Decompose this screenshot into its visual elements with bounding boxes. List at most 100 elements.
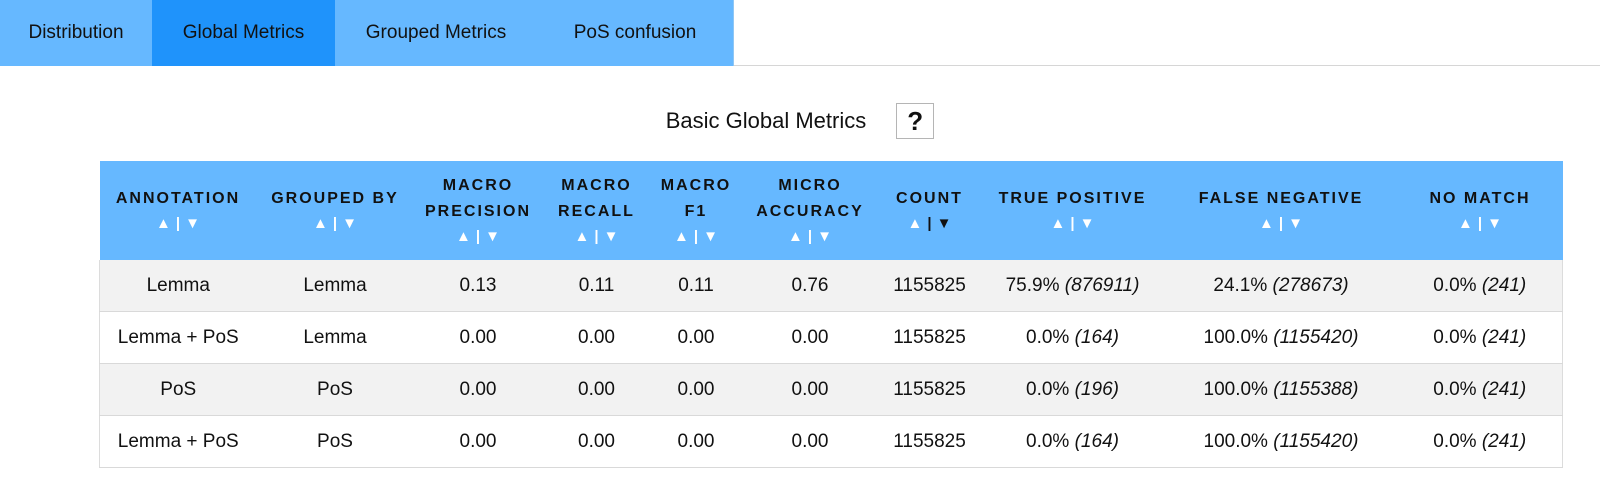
- column-header-false-negative: False negative ▲ | ▼: [1164, 161, 1398, 260]
- sort-separator: |: [693, 227, 699, 245]
- sort-ascending-icon[interactable]: ▲: [456, 227, 471, 245]
- sort-descending-icon[interactable]: ▼: [936, 214, 952, 232]
- sort-controls: ▲ | ▼: [985, 212, 1161, 236]
- section-title: Basic Global Metrics: [665, 108, 867, 133]
- cell-false-negative: 100.0% (1155420): [1164, 311, 1398, 364]
- sort-descending-icon[interactable]: ▼: [603, 227, 619, 245]
- cell-false-negative: 100.0% (1155388): [1164, 363, 1398, 416]
- sort-separator: |: [332, 214, 338, 232]
- cell-true-positive: 0.0% (196): [980, 363, 1165, 416]
- cell-macro-recall: 0.00: [542, 363, 651, 416]
- count-value: (1155388): [1273, 378, 1359, 400]
- count-value: (241): [1481, 274, 1527, 296]
- sort-ascending-icon[interactable]: ▲: [1259, 214, 1274, 232]
- cell-macro-f1: 0.00: [650, 311, 742, 364]
- cell-grouped-by: Lemma: [256, 260, 414, 312]
- cell-macro-recall: 0.00: [542, 311, 651, 364]
- sort-ascending-icon[interactable]: ▲: [1458, 214, 1473, 232]
- sort-ascending-icon[interactable]: ▲: [907, 214, 923, 232]
- cell-false-negative: 100.0% (1155420): [1164, 415, 1398, 468]
- sort-separator: |: [927, 214, 932, 232]
- percent-value: 75.9%: [1005, 274, 1060, 296]
- column-header-label: Grouped by: [271, 189, 399, 207]
- sort-descending-icon[interactable]: ▼: [1487, 214, 1502, 232]
- sort-ascending-icon[interactable]: ▲: [788, 227, 803, 245]
- cell-grouped-by: PoS: [256, 363, 414, 416]
- sort-descending-icon[interactable]: ▼: [1079, 214, 1095, 232]
- sort-separator: |: [175, 214, 181, 232]
- column-header-label: F1: [684, 202, 708, 220]
- tab-pos-confusion[interactable]: PoS confusion: [573, 22, 697, 43]
- column-header-label: Recall: [558, 202, 635, 220]
- cell-grouped-by: Lemma: [256, 311, 414, 364]
- tab-distribution[interactable]: Distribution: [28, 22, 124, 43]
- table-row: Lemma + PoS PoS 0.00 0.00 0.00 0.00 1155825 0.0…: [99, 415, 1563, 468]
- sort-ascending-icon[interactable]: ▲: [313, 214, 328, 232]
- percent-value: 0.0%: [1433, 274, 1477, 296]
- cell-micro-accuracy: 0.76: [741, 260, 879, 312]
- sort-controls: ▲ | ▼: [547, 225, 647, 249]
- sort-descending-icon[interactable]: ▼: [817, 227, 832, 245]
- sort-controls: ▲ | ▼: [104, 212, 253, 236]
- sort-descending-icon[interactable]: ▼: [185, 214, 200, 232]
- cell-count: 1155825: [878, 260, 981, 312]
- column-header-macro-recall: Macro Recall ▲ | ▼: [542, 161, 651, 260]
- cell-true-positive: 0.0% (164): [980, 415, 1165, 468]
- cell-true-positive: 0.0% (164): [980, 311, 1165, 364]
- count-value: (876911): [1064, 274, 1140, 296]
- percent-value: 0.0%: [1433, 378, 1477, 400]
- sort-ascending-icon[interactable]: ▲: [156, 214, 171, 232]
- sort-controls: ▲ | ▼: [1169, 212, 1394, 236]
- count-value: (164): [1074, 326, 1119, 348]
- count-value: (1155420): [1273, 326, 1359, 348]
- sort-controls: ▲ | ▼: [418, 225, 539, 249]
- percent-value: 0.0%: [1026, 378, 1070, 400]
- help-button[interactable]: ?: [896, 103, 935, 139]
- column-header-label: Accuracy: [756, 202, 864, 220]
- tab-global-metrics[interactable]: Global Metrics: [152, 0, 335, 66]
- column-header-label: Macro: [561, 176, 632, 194]
- column-header-grouped-by: Grouped by ▲ | ▼: [256, 161, 414, 260]
- cell-true-positive: 75.9% (876911): [980, 260, 1165, 312]
- count-value: (278673): [1272, 274, 1349, 296]
- cell-micro-accuracy: 0.00: [741, 311, 879, 364]
- sort-separator: |: [475, 227, 481, 245]
- table-row: Lemma + PoS Lemma 0.00 0.00 0.00 0.00 1155825 0…: [99, 311, 1563, 364]
- cell-count: 1155825: [878, 363, 981, 416]
- cell-macro-f1: 0.00: [650, 415, 742, 468]
- cell-macro-precision: 0.00: [413, 363, 543, 416]
- column-header-label: Micro: [778, 176, 842, 194]
- column-header-label: Macro: [660, 176, 732, 194]
- table-body: Lemma Lemma 0.13 0.11 0.11 0.76 1155825 75.9% (…: [99, 260, 1563, 468]
- table-row: PoS PoS 0.00 0.00 0.00 0.00 1155825 0.0% (196) 1…: [99, 363, 1563, 416]
- table-header-row: Annotation ▲ | ▼ Grouped by ▲ | ▼ Macro Precision…: [99, 161, 1563, 260]
- count-value: (196): [1074, 378, 1119, 400]
- sort-ascending-icon[interactable]: ▲: [674, 227, 689, 245]
- column-header-label: False negative: [1198, 189, 1364, 207]
- sort-descending-icon[interactable]: ▼: [1288, 214, 1303, 232]
- sort-descending-icon[interactable]: ▼: [703, 227, 718, 245]
- sort-ascending-icon[interactable]: ▲: [574, 227, 590, 245]
- cell-false-negative: 24.1% (278673): [1164, 260, 1398, 312]
- sort-separator: |: [807, 227, 813, 245]
- cell-macro-precision: 0.13: [413, 260, 543, 312]
- cell-macro-precision: 0.00: [413, 311, 543, 364]
- percent-value: 100.0%: [1203, 378, 1268, 400]
- tab-grouped-metrics[interactable]: Grouped Metrics: [365, 22, 507, 43]
- column-header-label: Count: [896, 189, 963, 207]
- percent-value: 24.1%: [1213, 274, 1268, 296]
- sort-ascending-icon[interactable]: ▲: [1050, 214, 1066, 232]
- sort-descending-icon[interactable]: ▼: [342, 214, 357, 232]
- percent-value: 0.0%: [1026, 430, 1070, 452]
- cell-count: 1155825: [878, 311, 981, 364]
- count-value: (241): [1481, 378, 1527, 400]
- table-row: Lemma Lemma 0.13 0.11 0.11 0.76 1155825 75.9% (…: [99, 260, 1563, 312]
- column-header-label: True positive: [998, 189, 1147, 207]
- percent-value: 0.0%: [1026, 326, 1070, 348]
- sort-descending-icon[interactable]: ▼: [485, 227, 500, 245]
- cell-macro-f1: 0.11: [650, 260, 742, 312]
- column-header-label: Macro: [442, 176, 514, 194]
- column-header-macro-precision: Macro Precision ▲ | ▼: [413, 161, 543, 260]
- cell-annotation: Lemma + PoS: [99, 311, 257, 364]
- tab-bar: Distribution Global Metrics Grouped Metr…: [0, 0, 1600, 66]
